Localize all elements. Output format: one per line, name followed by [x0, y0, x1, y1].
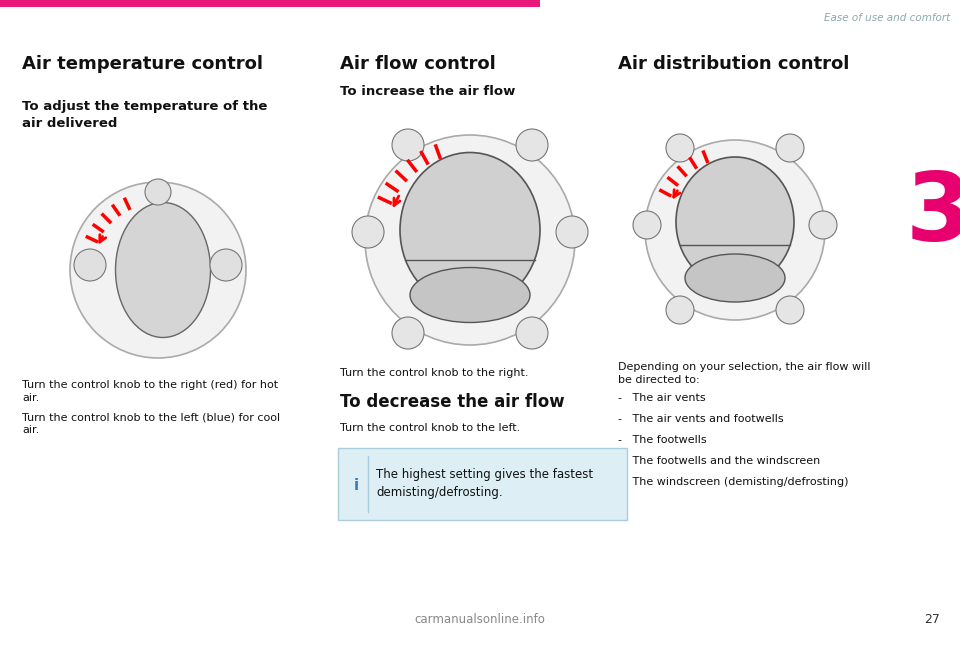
Text: Turn the control knob to the left (blue) for cool
air.: Turn the control knob to the left (blue)… [22, 412, 280, 435]
Text: Turn the control knob to the left.: Turn the control knob to the left. [340, 423, 520, 433]
Circle shape [516, 317, 548, 349]
Ellipse shape [676, 157, 794, 287]
Circle shape [776, 134, 804, 162]
Text: Air flow control: Air flow control [340, 55, 495, 73]
Ellipse shape [400, 153, 540, 308]
Circle shape [776, 296, 804, 324]
Circle shape [392, 317, 424, 349]
Circle shape [210, 249, 242, 281]
Text: To adjust the temperature of the
air delivered: To adjust the temperature of the air del… [22, 100, 268, 130]
Text: carmanualsonline.info: carmanualsonline.info [415, 613, 545, 626]
Circle shape [809, 211, 837, 239]
Circle shape [74, 249, 106, 281]
Text: 27: 27 [924, 613, 940, 626]
FancyBboxPatch shape [338, 448, 627, 520]
Text: 3: 3 [905, 169, 960, 261]
Circle shape [666, 296, 694, 324]
Ellipse shape [115, 202, 210, 337]
Circle shape [556, 216, 588, 248]
Text: Turn the control knob to the right (red) for hot
air.: Turn the control knob to the right (red)… [22, 380, 278, 403]
Text: -   The footwells and the windscreen: - The footwells and the windscreen [618, 456, 820, 466]
Text: i: i [353, 478, 359, 493]
Circle shape [365, 135, 575, 345]
Ellipse shape [685, 254, 785, 302]
Text: Depending on your selection, the air flow will
be directed to:: Depending on your selection, the air flo… [618, 362, 871, 386]
Text: -   The air vents and footwells: - The air vents and footwells [618, 414, 783, 424]
Text: The highest setting gives the fastest
demisting/defrosting.: The highest setting gives the fastest de… [376, 468, 593, 499]
Text: -   The footwells: - The footwells [618, 435, 707, 445]
Circle shape [352, 216, 384, 248]
Text: Ease of use and comfort: Ease of use and comfort [824, 13, 950, 23]
Text: Air temperature control: Air temperature control [22, 55, 263, 73]
Circle shape [392, 129, 424, 161]
Circle shape [633, 211, 661, 239]
Text: -   The windscreen (demisting/defrosting): - The windscreen (demisting/defrosting) [618, 477, 849, 487]
Text: To increase the air flow: To increase the air flow [340, 85, 516, 98]
Circle shape [70, 182, 246, 358]
Circle shape [145, 179, 171, 205]
Circle shape [645, 140, 825, 320]
Circle shape [666, 134, 694, 162]
Text: To decrease the air flow: To decrease the air flow [340, 393, 564, 411]
Circle shape [516, 129, 548, 161]
Text: Turn the control knob to the right.: Turn the control knob to the right. [340, 368, 529, 378]
Text: Air distribution control: Air distribution control [618, 55, 850, 73]
Ellipse shape [410, 267, 530, 323]
Text: -   The air vents: - The air vents [618, 393, 706, 403]
Bar [0, 0, 540, 7]
